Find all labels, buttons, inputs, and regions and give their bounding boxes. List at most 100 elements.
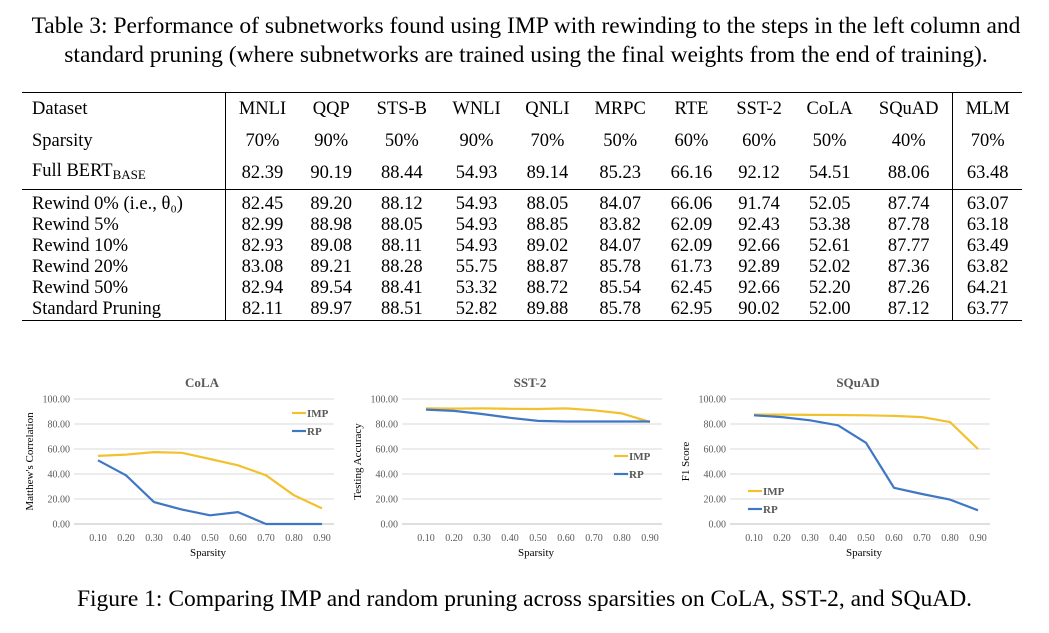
row-label: Full BERTBASE <box>22 157 227 190</box>
table-cell: 54.93 <box>455 162 498 183</box>
table-cell: 70% <box>530 130 565 151</box>
row-label: Rewind 10% <box>22 236 227 257</box>
table-cell: 89.97 <box>298 299 364 321</box>
row-label: Standard Pruning <box>22 299 227 321</box>
y-tick-label: 80.00 <box>704 420 727 431</box>
legend-label: RP <box>763 504 778 516</box>
chart-title: SQuAD <box>836 375 879 390</box>
table-cell: 85.78 <box>581 299 659 321</box>
table-cell: 63.82 <box>966 257 1009 277</box>
row-label: Rewind 5% <box>22 215 227 236</box>
table-caption: Table 3: Performance of subnetworks foun… <box>31 13 1021 68</box>
table-cell: 89.21 <box>310 257 353 277</box>
table-cell: 88.98 <box>310 215 353 235</box>
table-cell: 40% <box>865 125 954 157</box>
table-cell: 92.89 <box>738 257 780 277</box>
y-tick-label: 60.00 <box>376 445 399 456</box>
table-cell: 88.51 <box>363 299 440 321</box>
table-cell: 89.54 <box>310 278 353 298</box>
table-cell: 90.19 <box>310 162 353 183</box>
table-cell: 54.93 <box>455 215 498 235</box>
x-tick-label: 0.50 <box>529 533 547 544</box>
table-cell: 84.07 <box>581 189 659 215</box>
table-cell: 52.61 <box>808 236 851 256</box>
y-tick-label: 60.00 <box>48 445 71 456</box>
table-cell: 66.06 <box>658 189 725 215</box>
x-tick-label: 0.80 <box>613 533 631 544</box>
y-tick-label: 0.00 <box>709 520 727 531</box>
x-tick-label: 0.30 <box>473 533 491 544</box>
table-cell: 54.93 <box>455 236 498 256</box>
x-tick-label: 0.30 <box>801 533 819 544</box>
x-tick-label: 0.80 <box>941 533 959 544</box>
row-label: Rewind 0% (i.e., θ₀) <box>22 189 227 215</box>
x-tick-label: 0.90 <box>969 533 987 544</box>
table-cell: 52.20 <box>808 278 851 298</box>
y-tick-label: 100.00 <box>371 395 399 406</box>
table-cell: 88.44 <box>381 162 423 183</box>
legend-label: IMP <box>629 451 651 463</box>
table-cell: 88.12 <box>363 189 440 215</box>
table-cell: 50% <box>812 130 847 151</box>
legend-label: IMP <box>307 408 329 420</box>
header-cell: Dataset <box>22 92 227 125</box>
x-axis-label: Sparsity <box>518 547 555 559</box>
table-cell: 89.08 <box>310 236 353 256</box>
x-axis-label: Sparsity <box>190 547 227 559</box>
table-row: Rewind 5% 82.99 88.98 88.05 54.93 88.85 … <box>22 215 1022 236</box>
y-tick-label: 40.00 <box>48 470 71 481</box>
series-line-imp <box>97 450 323 510</box>
header-cell: STS-B <box>363 92 440 125</box>
table-cell: 84.07 <box>599 236 641 256</box>
legend-label: RP <box>307 426 322 438</box>
table-cell: 88.85 <box>526 215 569 235</box>
y-tick-label: 60.00 <box>704 445 727 456</box>
x-tick-label: 0.60 <box>557 533 575 544</box>
x-tick-label: 0.20 <box>773 533 791 544</box>
header-cell: SST-2 <box>724 92 795 125</box>
x-tick-label: 0.60 <box>229 533 247 544</box>
table-cell: 88.28 <box>381 257 423 277</box>
row-label-subscript: BASE <box>112 167 146 182</box>
x-tick-label: 0.70 <box>585 533 603 544</box>
table-cell: 89.14 <box>526 162 569 183</box>
x-tick-label: 0.20 <box>445 533 463 544</box>
series-line-imp <box>425 407 651 424</box>
table-cell: 62.95 <box>658 299 725 321</box>
table-cell: 54.93 <box>439 189 514 215</box>
x-tick-label: 0.70 <box>257 533 275 544</box>
table-cell: 89.20 <box>298 189 364 215</box>
table-cell: 92.66 <box>738 236 780 256</box>
table-cell: 61.73 <box>670 257 713 277</box>
table-row: Rewind 10% 82.93 89.08 88.11 54.93 89.02… <box>22 236 1022 257</box>
row-label: Rewind 20% <box>22 257 227 278</box>
x-tick-label: 0.40 <box>501 533 519 544</box>
y-tick-label: 20.00 <box>48 495 71 506</box>
table-cell: 52.82 <box>439 299 514 321</box>
x-tick-label: 0.90 <box>641 533 659 544</box>
header-cell: QNLI <box>513 92 582 125</box>
table-cell: 89.88 <box>513 299 582 321</box>
x-tick-label: 0.20 <box>117 533 135 544</box>
table-cell: 82.11 <box>225 299 299 321</box>
table-cell: 87.12 <box>865 299 954 321</box>
table-cell: 52.05 <box>794 189 866 215</box>
row-label-text: Full BERT <box>32 161 113 181</box>
row-label: Rewind 50% <box>22 278 227 299</box>
table-cell: 89.02 <box>526 236 569 256</box>
table-cell: 63.18 <box>966 215 1009 235</box>
header-cell: QQP <box>298 92 364 125</box>
table-cell: 82.99 <box>241 215 284 235</box>
chart-title: SST-2 <box>514 375 547 390</box>
table-cell: 54.51 <box>808 162 851 183</box>
chart-title: CoLA <box>185 375 220 390</box>
table-cell: 88.05 <box>381 215 423 235</box>
table-row: Rewind 20% 83.08 89.21 88.28 55.75 88.87… <box>22 257 1022 278</box>
table-cell: 88.72 <box>526 278 569 298</box>
y-tick-label: 80.00 <box>48 420 71 431</box>
y-tick-label: 20.00 <box>376 495 399 506</box>
table-cell: 55.75 <box>455 257 498 277</box>
table-cell: 62.09 <box>670 236 713 256</box>
y-tick-label: 100.00 <box>699 395 727 406</box>
series-line-imp <box>754 413 979 450</box>
